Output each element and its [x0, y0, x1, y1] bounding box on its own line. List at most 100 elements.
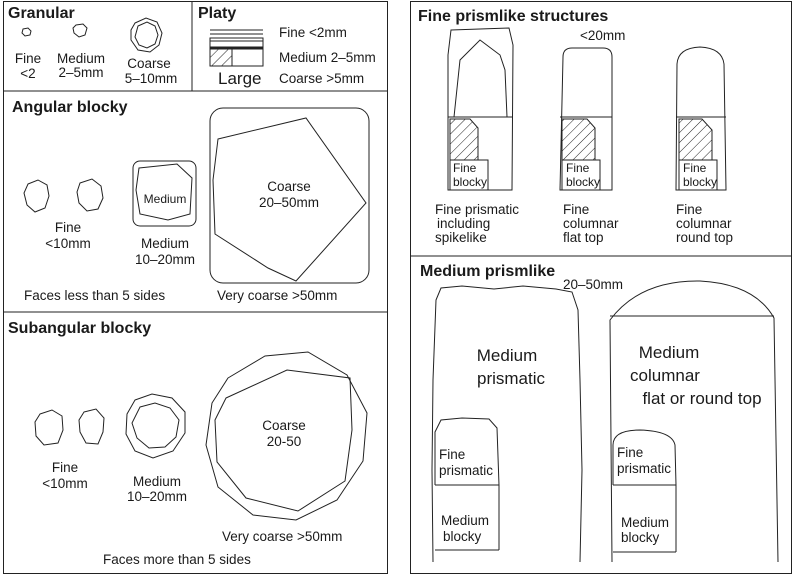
subangular-blocky-heading: Subangular blocky — [8, 320, 151, 337]
fine-prismatic-blocky-box — [449, 159, 489, 191]
fine-columnar-flat-blocky-box — [561, 159, 601, 191]
subangular-fine-block-2 — [78, 408, 105, 445]
fine-col2-line2: columnar — [563, 216, 619, 231]
subangular-medium-block-outer — [125, 393, 186, 459]
granular-coarse-grain-outer — [130, 17, 163, 53]
platy-coarse-plate — [231, 48, 264, 67]
platy-coarse-plate-hatched — [209, 48, 233, 67]
subangular-blocky-section: Subangular blocky Fine <10mm Medium 10–2… — [8, 320, 368, 567]
medium-prismlike-heading: Medium prismlike — [420, 263, 555, 280]
angular-medium-block — [135, 163, 193, 221]
angular-very-coarse-label: Very coarse >50mm — [217, 288, 337, 303]
granular-section: Granular Fine <2 Medium 2–5mm Coarse 5–1… — [8, 5, 177, 86]
medium-prismlike-section: Medium prismlike 20–50mm Medium prismati… — [420, 263, 779, 563]
angular-coarse-block — [212, 117, 367, 282]
medium-columnar-fine-line2: prismatic — [617, 461, 671, 476]
angular-medium-frame — [132, 160, 197, 227]
fine-columnar-flat-blocky-line1: Fine — [566, 161, 590, 175]
fine-prismatic-column — [447, 27, 514, 191]
medium-prismatic-fine-line2: prismatic — [439, 463, 493, 478]
angular-fine-size: <10mm — [45, 236, 90, 251]
subangular-coarse-size: 20-50 — [267, 434, 302, 449]
granular-heading: Granular — [8, 5, 75, 22]
subangular-coarse-label: Coarse — [262, 418, 306, 433]
subangular-coarse-block-outer — [205, 351, 368, 521]
platy-medium-label: Medium 2–5mm — [279, 50, 376, 65]
medium-prismatic-blocky-line2: blocky — [443, 529, 482, 544]
medium-prismatic-blocky-line1: Medium — [441, 513, 489, 528]
fine-columnar-round-blocky-box — [678, 159, 718, 191]
angular-blocky-heading: Angular blocky — [12, 99, 128, 116]
medium-columnar-line2: columnar — [630, 366, 700, 385]
medium-prismatic-line1: Medium — [477, 346, 537, 365]
fine-columnar-flat-column — [559, 47, 613, 191]
angular-coarse-label: Coarse — [267, 179, 311, 194]
platy-large-label: Large — [218, 69, 261, 88]
fine-prismlike-size: <20mm — [580, 28, 625, 43]
fine-prismatic-blocky-line1: Fine — [453, 161, 477, 175]
medium-prismatic-column — [431, 285, 583, 563]
granular-coarse-grain-inner — [134, 21, 159, 49]
fine-col2-line3: flat top — [563, 230, 604, 245]
angular-coarse-frame — [209, 107, 370, 284]
fine-prismlike-section: Fine prismlike structures <20mm Fine blo… — [418, 8, 733, 245]
fine-col1-line2: including — [437, 216, 490, 231]
fine-prismatic-hatch — [449, 118, 479, 161]
medium-columnar-blocky-line2: blocky — [621, 530, 660, 545]
angular-fine-block-2 — [76, 178, 104, 212]
granular-medium-size: 2–5mm — [58, 65, 103, 80]
fine-prismlike-heading: Fine prismlike structures — [418, 8, 608, 25]
angular-blocky-section: Angular blocky Fine <10mm Medium Medium … — [12, 99, 370, 303]
medium-columnar-fine-line1: Fine — [617, 445, 643, 460]
medium-prismatic-line2: prismatic — [477, 369, 546, 388]
angular-medium-size: 10–20mm — [135, 252, 195, 267]
panel-borders — [3, 1, 792, 574]
fine-columnar-round-blocky-line1: Fine — [683, 161, 707, 175]
right-panel-frame — [410, 1, 792, 574]
fine-col1-line1: Fine prismatic — [435, 202, 519, 217]
angular-medium-inner-label: Medium — [144, 192, 187, 206]
subangular-medium-label: Medium — [133, 474, 181, 489]
subangular-faces-note: Faces more than 5 sides — [103, 552, 251, 567]
fine-columnar-round-blocky-line2: blocky — [683, 175, 717, 189]
medium-columnar-column — [609, 280, 779, 563]
medium-columnar-blocky-line1: Medium — [621, 515, 669, 530]
subangular-fine-size: <10mm — [42, 476, 87, 491]
medium-fine-prismatic-block — [434, 417, 500, 486]
subangular-very-coarse-label: Very coarse >50mm — [222, 529, 342, 544]
subangular-medium-size: 10–20mm — [127, 489, 187, 504]
fine-columnar-flat-blocky-line2: blocky — [566, 175, 600, 189]
fine-columnar-flat-hatch — [561, 118, 596, 161]
fine-col3-line3: round top — [676, 230, 733, 245]
angular-fine-block-1 — [23, 179, 50, 213]
platy-coarse-label: Coarse >5mm — [279, 71, 364, 86]
platy-fine-label: Fine <2mm — [279, 25, 347, 40]
fine-col2-line1: Fine — [563, 202, 589, 217]
fine-columnar-round-column — [675, 46, 727, 191]
granular-fine-label: Fine — [15, 51, 41, 66]
granular-fine-size: <2 — [20, 66, 35, 81]
angular-medium-label: Medium — [141, 236, 189, 251]
fine-col3-line2: columnar — [676, 216, 732, 231]
medium-columnar-line3: flat or round top — [642, 389, 761, 408]
angular-coarse-size: 20–50mm — [259, 195, 319, 210]
subangular-medium-block-inner — [131, 402, 180, 449]
angular-fine-label: Fine — [55, 220, 81, 235]
granular-coarse-size: 5–10mm — [125, 71, 178, 86]
medium-prismlike-size: 20–50mm — [563, 277, 623, 292]
fine-prismatic-blocky-line2: blocky — [453, 175, 487, 189]
platy-section: Platy Large Fine <2mm Medium 2–5mm Coars… — [198, 5, 376, 88]
subangular-fine-label: Fine — [52, 460, 78, 475]
granular-coarse-label: Coarse — [127, 56, 171, 71]
medium-columnar-line1: Medium — [639, 343, 699, 362]
granular-fine-grain — [21, 27, 32, 37]
columnar-fine-prismatic-block — [612, 429, 677, 486]
fine-col1-line3: spikelike — [435, 230, 487, 245]
granular-medium-grain — [72, 23, 88, 38]
angular-faces-note: Faces less than 5 sides — [24, 288, 165, 303]
medium-prismatic-fine-line1: Fine — [439, 447, 465, 462]
fine-col3-line1: Fine — [676, 202, 702, 217]
granular-medium-label: Medium — [57, 51, 105, 66]
platy-heading: Platy — [198, 5, 236, 22]
